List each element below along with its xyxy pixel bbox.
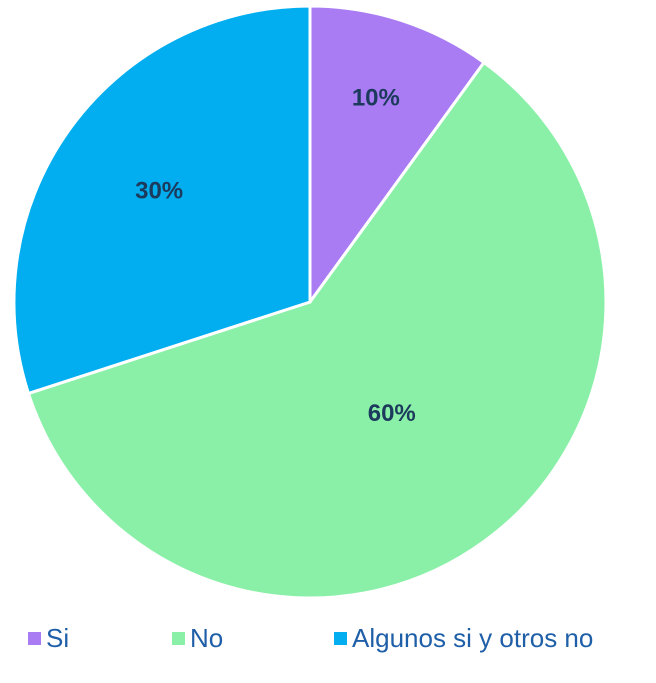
legend-swatch <box>172 632 185 645</box>
legend-label: Algunos si y otros no <box>352 623 593 653</box>
pie-slice <box>26 60 608 600</box>
legend-label: Si <box>46 623 69 653</box>
value-label: 60% <box>368 400 416 427</box>
legend-swatch <box>334 632 347 645</box>
value-label: 10% <box>352 85 400 112</box>
pie-slice <box>308 4 487 307</box>
legend-swatch <box>28 632 41 645</box>
pie-slice <box>12 4 312 396</box>
value-label: 30% <box>135 178 183 205</box>
legend-label: No <box>190 623 223 653</box>
